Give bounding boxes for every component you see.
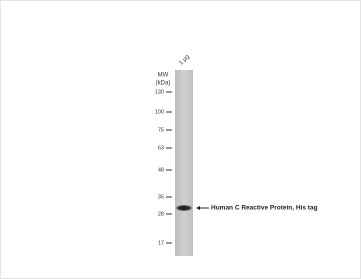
band-label: Human C Reactive Protein, His tag [211,205,318,212]
marker-label: 63 [158,145,164,151]
marker-label: 48 [158,167,164,173]
marker-label: 35 [158,194,164,200]
marker-label: 17 [158,240,164,246]
protein-band [176,205,192,211]
marker-label: 130 [155,89,164,95]
mw-label: MW [158,73,169,79]
marker-label: 100 [155,109,164,115]
blot-figure: 1 µg MW (kDa) Human C Reactive Protein, … [0,0,361,279]
gel-lane [175,70,193,256]
page: {"lane_label": "1 µg", "mw_label": "MW",… [0,0,361,279]
marker-label: 28 [158,211,164,217]
unit-label: (kDa) [156,81,171,87]
marker-label: 75 [158,127,164,133]
